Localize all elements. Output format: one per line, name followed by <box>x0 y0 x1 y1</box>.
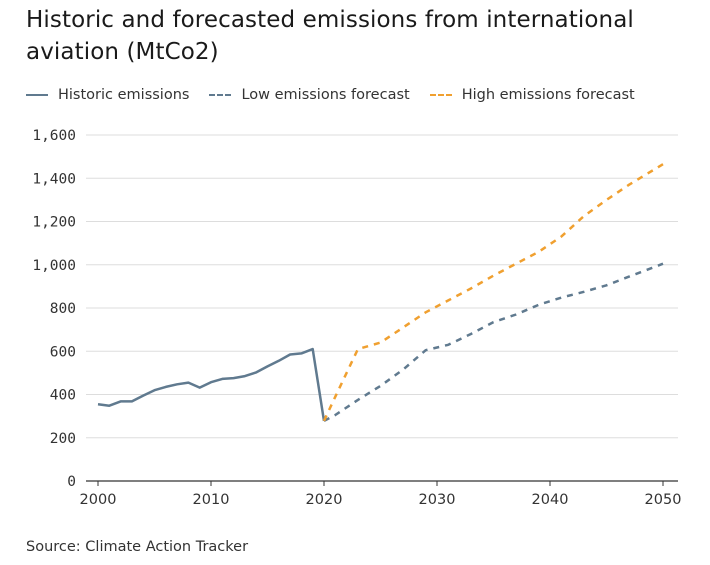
x-tick-label: 2020 <box>306 492 343 508</box>
legend-swatch-high <box>429 94 452 96</box>
legend-label-high: High emissions forecast <box>461 87 635 103</box>
y-tick-label: 0 <box>67 474 76 490</box>
x-tick-label: 2010 <box>193 492 230 508</box>
y-tick-label: 1,200 <box>32 215 76 231</box>
chart-plot: 0 200 400 600 800 1,000 1,200 1,400 1,600 2000 201… <box>32 128 682 508</box>
source-note: Source: Climate Action Tracker <box>26 539 249 555</box>
y-tick-label: 1,400 <box>32 171 76 187</box>
legend-swatch-low <box>209 94 232 96</box>
legend-item-high: High emissions forecast <box>429 87 635 103</box>
series-line-high <box>322 163 664 422</box>
x-tick-label: 2030 <box>419 492 456 508</box>
legend-swatch-historic <box>26 94 48 96</box>
x-tick-label: 2040 <box>532 492 569 508</box>
y-tick-label: 800 <box>50 301 76 317</box>
y-tick-label: 600 <box>50 344 76 360</box>
series-line-low <box>323 262 664 423</box>
series-line-historic <box>97 347 326 422</box>
x-tick-label: 2050 <box>645 492 682 508</box>
legend-label-historic: Historic emissions <box>58 87 190 103</box>
chart-title: Historic and forecasted emissions from i… <box>26 7 634 65</box>
y-tick-label: 1,000 <box>32 258 76 274</box>
legend-item-low: Low emissions forecast <box>209 87 410 103</box>
x-tick-label: 2000 <box>80 492 117 508</box>
y-tick-label: 200 <box>50 431 76 447</box>
y-tick-label: 1,600 <box>32 128 76 144</box>
legend-item-historic: Historic emissions <box>26 87 189 103</box>
legend-label-low: Low emissions forecast <box>241 87 410 103</box>
y-tick-label: 400 <box>50 388 76 404</box>
chart-legend: Historic emissions Low emissions forecas… <box>26 84 655 106</box>
